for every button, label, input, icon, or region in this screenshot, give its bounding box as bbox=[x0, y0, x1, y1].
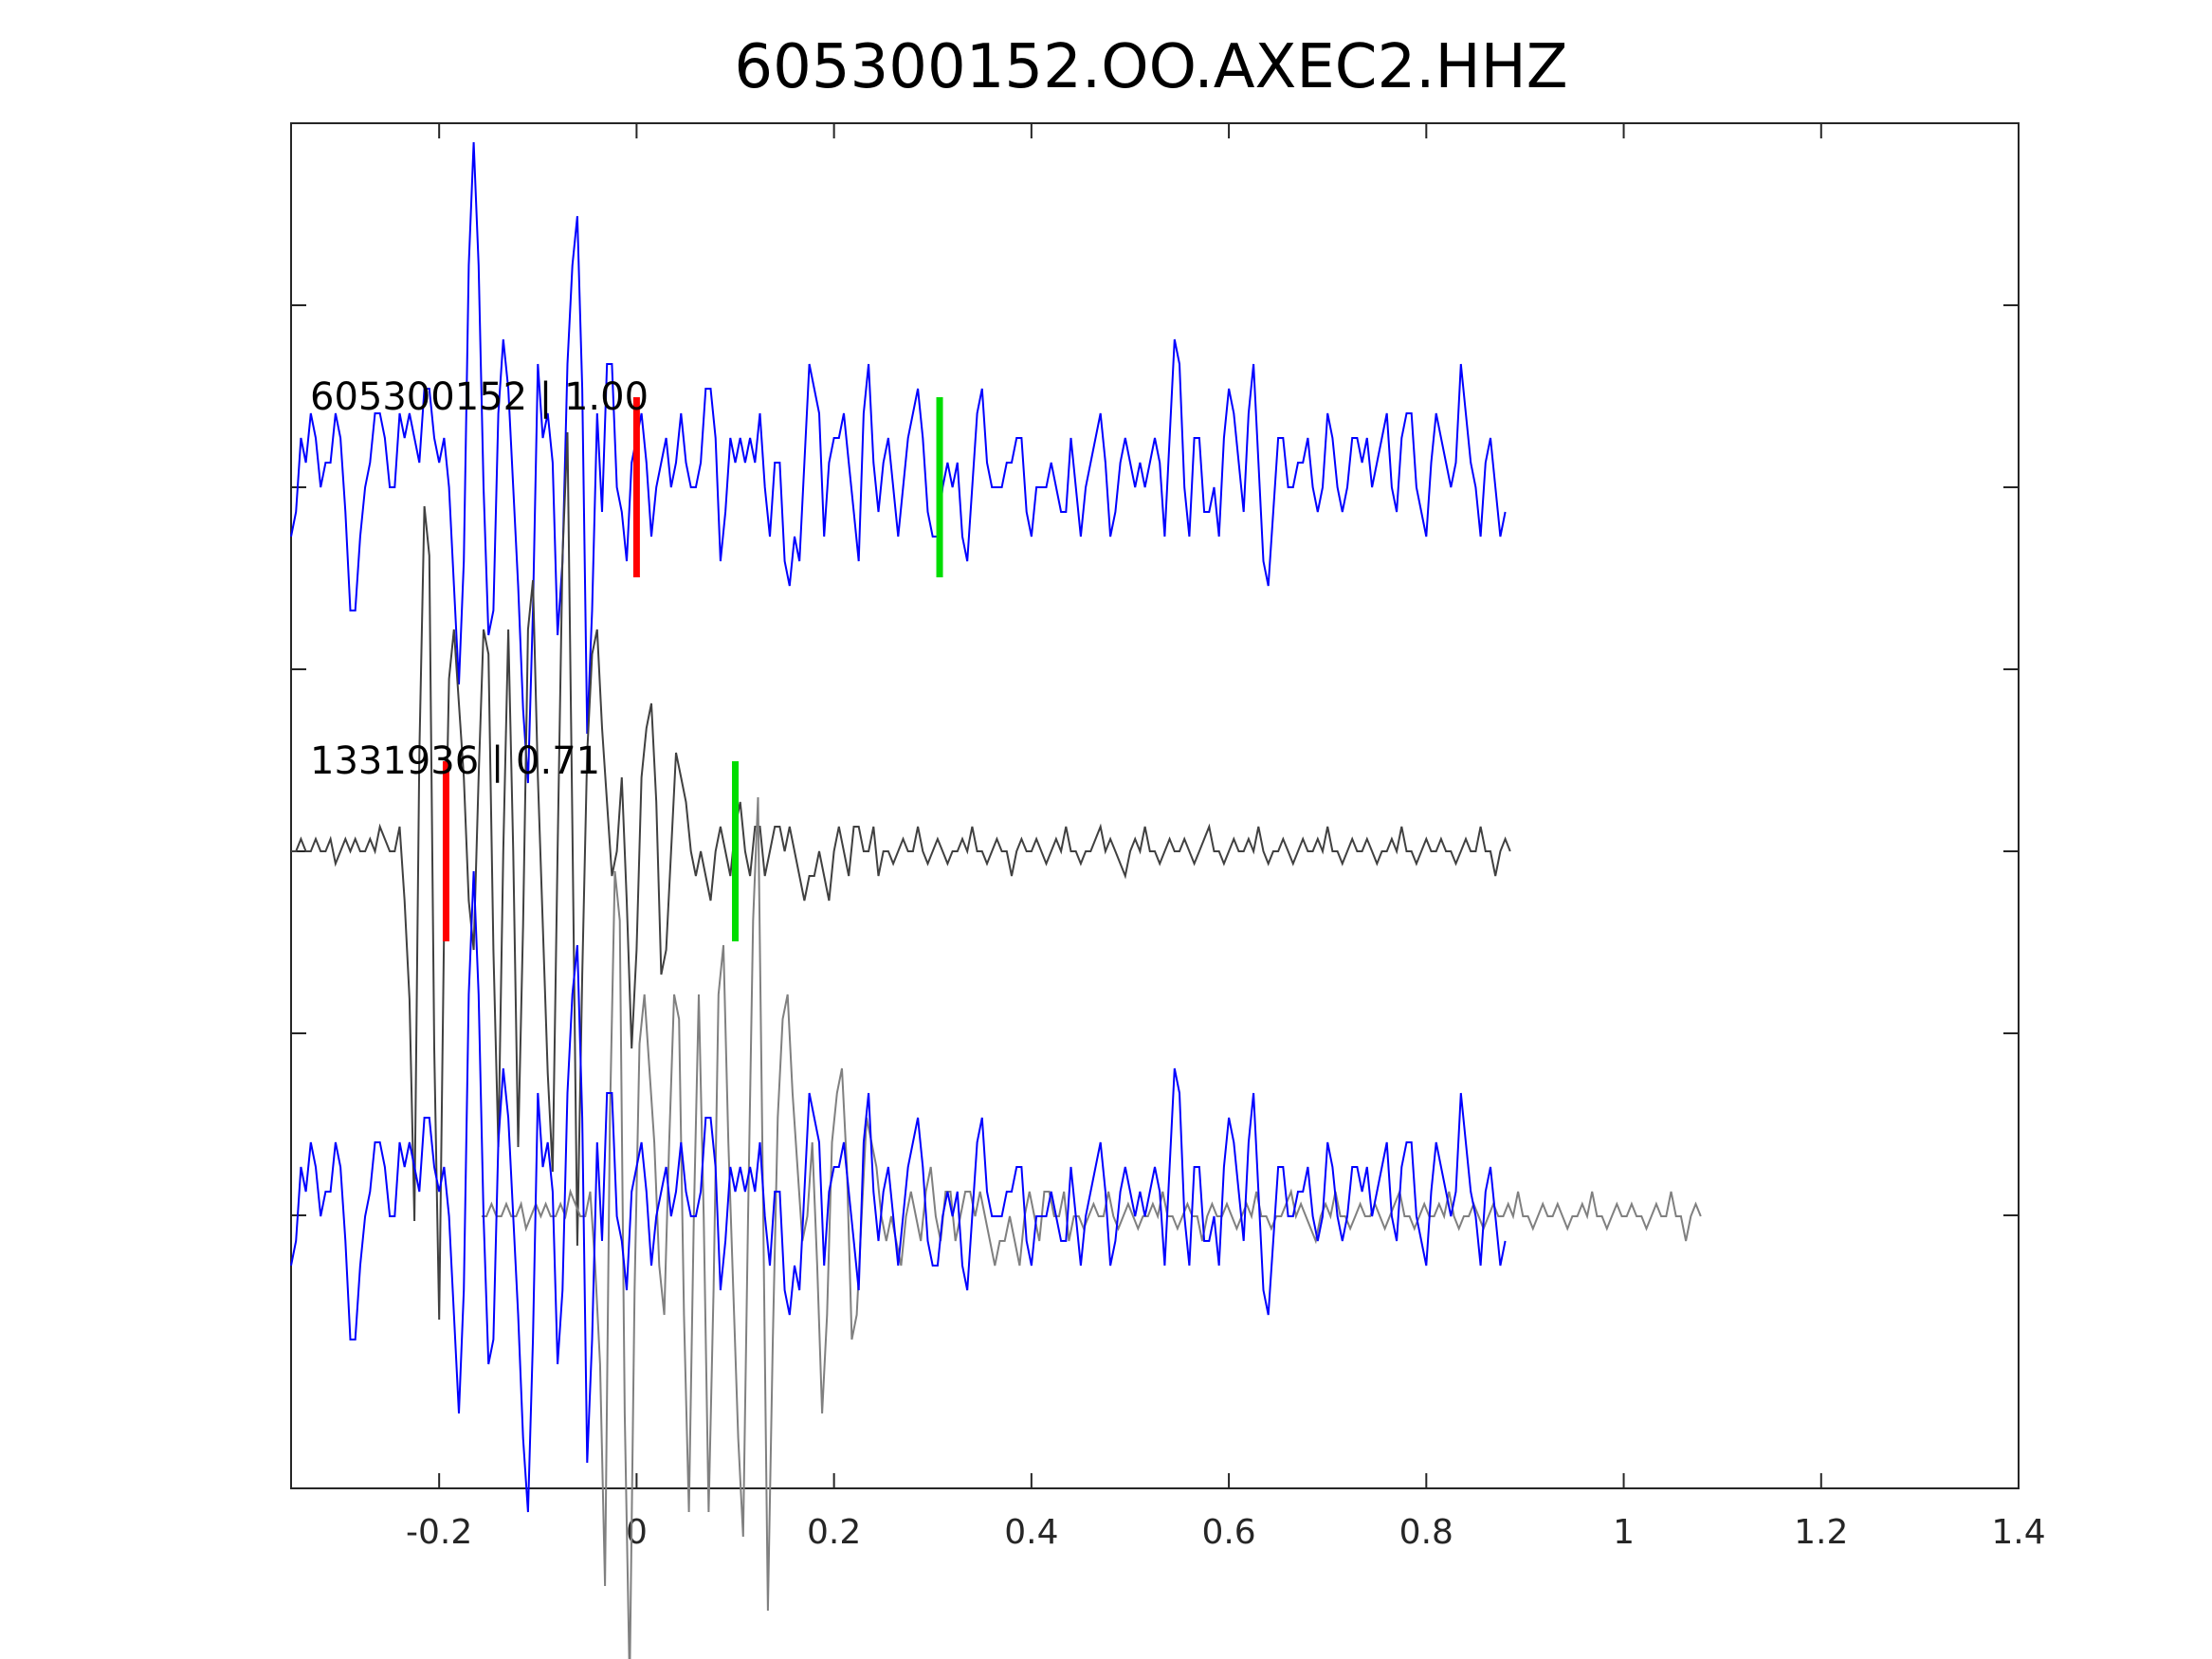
x-tick-label: -0.2 bbox=[406, 1513, 472, 1552]
x-tick-label: 1 bbox=[1613, 1513, 1635, 1552]
phase-picks bbox=[442, 397, 943, 941]
trace-label: 605300152 | 1.00 bbox=[310, 375, 649, 419]
x-tick-label: 1.4 bbox=[1991, 1513, 2045, 1552]
overlay-target-waveform bbox=[290, 870, 1507, 1513]
target-waveform bbox=[290, 141, 1507, 784]
traces bbox=[290, 141, 1702, 1659]
x-tick-label: 0.6 bbox=[1201, 1513, 1255, 1552]
x-tick-label: 1.2 bbox=[1794, 1513, 1848, 1552]
x-tick-label: 0.4 bbox=[1004, 1513, 1058, 1552]
trace-labels: 605300152 | 1.00 1331936 | 0.71 bbox=[310, 375, 649, 783]
x-tick-label: 0.2 bbox=[807, 1513, 861, 1552]
axes: -0.2 0 0.2 0.4 0.6 0.8 1 1.2 1.4 bbox=[290, 122, 2046, 1552]
overlay-template-waveform bbox=[481, 796, 1702, 1659]
trace-label: 1331936 | 0.71 bbox=[310, 739, 600, 783]
chart-title: 605300152.OO.AXEC2.HHZ bbox=[734, 32, 1567, 102]
plot-frame bbox=[290, 122, 2020, 1489]
template-waveform bbox=[291, 431, 1511, 1321]
x-tick-label: 0.8 bbox=[1399, 1513, 1453, 1552]
x-tick-label: 0 bbox=[626, 1513, 648, 1552]
